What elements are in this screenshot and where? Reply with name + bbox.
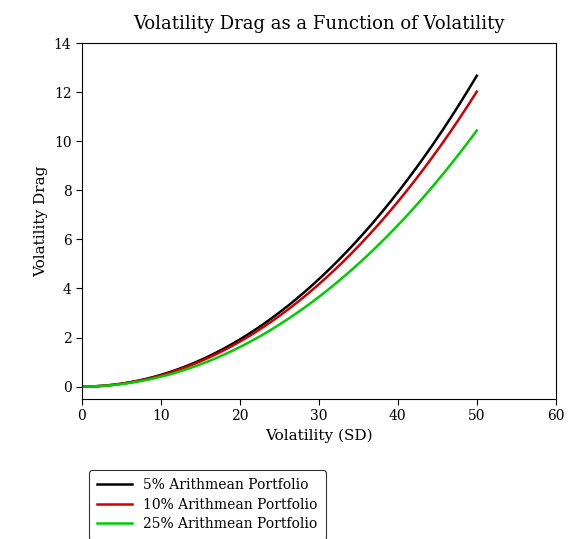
5% Arithmean Portfolio [386, 199, 393, 206]
5% Arithmean Portfolio [78, 383, 85, 390]
25% Arithmean Portfolio [238, 343, 245, 349]
5% Arithmean Portfolio [252, 326, 259, 333]
10% Arithmean Portfolio [350, 248, 357, 255]
10% Arithmean Portfolio [119, 381, 126, 387]
10% Arithmean Portfolio [238, 337, 245, 344]
Title: Volatility Drag as a Function of Volatility: Volatility Drag as a Function of Volatil… [133, 15, 505, 33]
Line: 5% Arithmean Portfolio: 5% Arithmean Portfolio [82, 76, 477, 386]
25% Arithmean Portfolio [252, 335, 259, 342]
25% Arithmean Portfolio [78, 383, 85, 390]
25% Arithmean Portfolio [386, 230, 393, 237]
5% Arithmean Portfolio [238, 335, 245, 342]
25% Arithmean Portfolio [350, 265, 357, 272]
25% Arithmean Portfolio [394, 223, 401, 230]
5% Arithmean Portfolio [394, 190, 401, 197]
Legend: 5% Arithmean Portfolio, 10% Arithmean Portfolio, 25% Arithmean Portfolio: 5% Arithmean Portfolio, 10% Arithmean Po… [89, 470, 326, 539]
10% Arithmean Portfolio [78, 383, 85, 390]
X-axis label: Volatility (SD): Volatility (SD) [265, 429, 373, 443]
10% Arithmean Portfolio [386, 208, 393, 215]
5% Arithmean Portfolio [350, 242, 357, 248]
25% Arithmean Portfolio [119, 381, 126, 387]
Y-axis label: Volatility Drag: Volatility Drag [34, 165, 48, 277]
Line: 10% Arithmean Portfolio: 10% Arithmean Portfolio [82, 92, 477, 386]
10% Arithmean Portfolio [473, 88, 480, 95]
10% Arithmean Portfolio [252, 329, 259, 335]
5% Arithmean Portfolio [473, 73, 480, 79]
Line: 25% Arithmean Portfolio: 25% Arithmean Portfolio [82, 130, 477, 386]
5% Arithmean Portfolio [119, 381, 126, 387]
10% Arithmean Portfolio [394, 199, 401, 206]
25% Arithmean Portfolio [473, 127, 480, 134]
